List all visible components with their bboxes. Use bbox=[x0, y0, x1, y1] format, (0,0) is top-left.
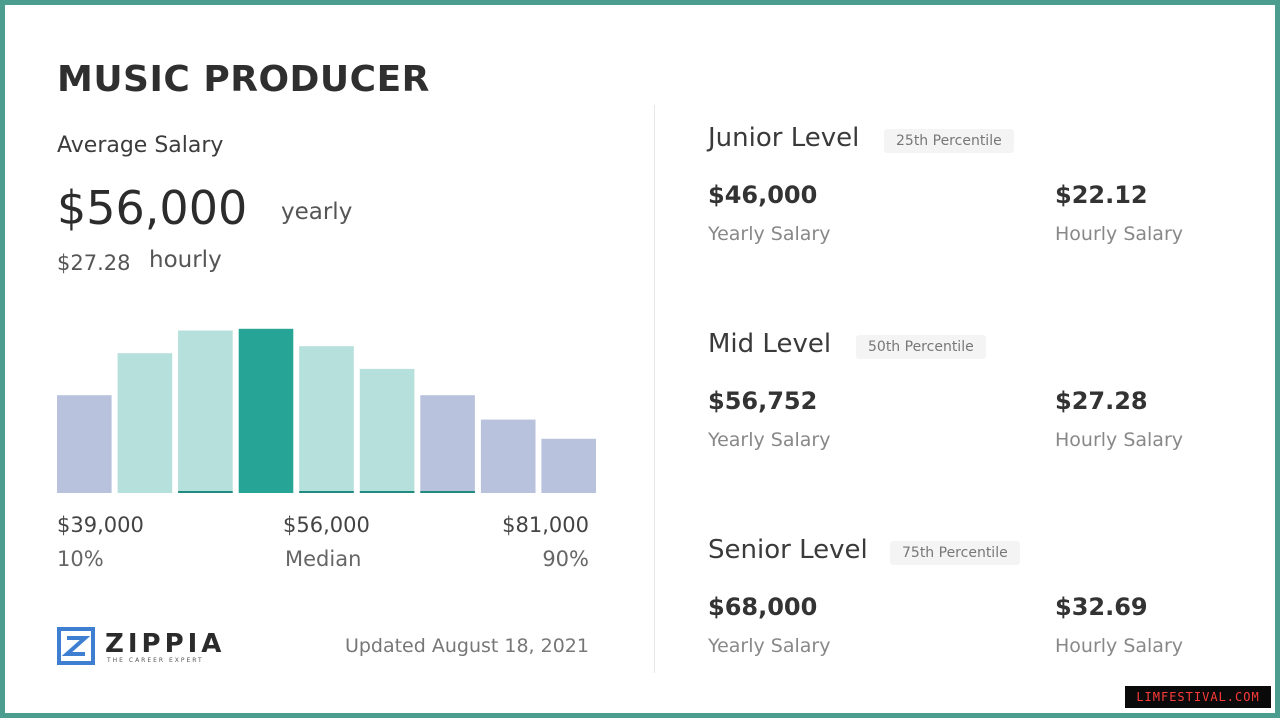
yearly-salary-value: $56,752 bbox=[708, 387, 818, 415]
updated-date: Updated August 18, 2021 bbox=[344, 635, 589, 657]
zippia-wordmark: ZIPPIA bbox=[105, 629, 226, 659]
axis-label-low: $39,000 bbox=[57, 513, 144, 537]
histogram-bar-6 bbox=[359, 368, 415, 493]
level-junior: Junior Level 25th Percentile $46,000 Yea… bbox=[708, 123, 1228, 293]
axis-label-median: $56,000 bbox=[283, 513, 370, 537]
axis-caption-median: Median bbox=[285, 547, 362, 571]
histogram-bar-5 bbox=[299, 346, 354, 493]
summary-panel: MUSIC PRODUCER Average Salary $56,000 ye… bbox=[57, 5, 602, 723]
hourly-salary-label: Hourly Salary bbox=[1055, 223, 1184, 245]
site-watermark: LIMFESTIVAL.COM bbox=[1125, 686, 1271, 708]
panel-divider bbox=[654, 105, 655, 673]
level-name: Junior Level bbox=[708, 123, 860, 153]
level-senior: Senior Level 75th Percentile $68,000 Yea… bbox=[708, 535, 1228, 705]
yearly-salary-value: $46,000 bbox=[708, 181, 818, 209]
average-hourly-period: hourly bbox=[149, 247, 222, 273]
hourly-salary-label: Hourly Salary bbox=[1055, 429, 1184, 451]
axis-caption-low: 10% bbox=[57, 547, 104, 571]
yearly-salary-value: $68,000 bbox=[708, 593, 818, 621]
percentile-badge: 50th Percentile bbox=[856, 335, 986, 359]
histogram-bar-4 bbox=[238, 328, 294, 493]
average-salary-label: Average Salary bbox=[57, 133, 224, 158]
yearly-salary-label: Yearly Salary bbox=[708, 223, 831, 245]
histogram-bar-underline-6 bbox=[359, 491, 415, 493]
zippia-tagline: THE CAREER EXPERT bbox=[107, 657, 204, 664]
histogram-bar-underline-5 bbox=[299, 491, 354, 493]
histogram-bar-2 bbox=[117, 353, 173, 493]
level-name: Mid Level bbox=[708, 329, 832, 359]
histogram-bar-underline-7 bbox=[420, 491, 475, 493]
salary-histogram bbox=[57, 328, 596, 493]
level-name: Senior Level bbox=[708, 535, 868, 565]
histogram-bar-8 bbox=[480, 419, 536, 493]
axis-label-high: $81,000 bbox=[502, 513, 589, 537]
hourly-salary-label: Hourly Salary bbox=[1055, 635, 1184, 657]
average-yearly-value: $56,000 bbox=[57, 181, 248, 235]
zippia-logo[interactable]: ZIPPIA THE CAREER EXPERT bbox=[57, 625, 221, 669]
hourly-salary-value: $22.12 bbox=[1055, 181, 1148, 209]
level-mid: Mid Level 50th Percentile $56,752 Yearly… bbox=[708, 329, 1228, 499]
page-title: MUSIC PRODUCER bbox=[57, 59, 430, 100]
histogram-bar-3 bbox=[178, 330, 233, 493]
average-hourly-value: $27.28 bbox=[57, 251, 131, 275]
percentile-badge: 25th Percentile bbox=[884, 129, 1014, 153]
histogram-bar-underline-3 bbox=[178, 491, 233, 493]
zippia-logo-icon bbox=[57, 627, 95, 665]
histogram-bar-7 bbox=[420, 395, 475, 493]
axis-caption-high: 90% bbox=[542, 547, 589, 571]
histogram-bar-9 bbox=[541, 438, 596, 493]
yearly-salary-label: Yearly Salary bbox=[708, 635, 831, 657]
percentile-badge: 75th Percentile bbox=[890, 541, 1020, 565]
histogram-bar-1 bbox=[57, 395, 112, 493]
average-yearly-period: yearly bbox=[281, 199, 353, 225]
hourly-salary-value: $32.69 bbox=[1055, 593, 1148, 621]
yearly-salary-label: Yearly Salary bbox=[708, 429, 831, 451]
hourly-salary-value: $27.28 bbox=[1055, 387, 1148, 415]
